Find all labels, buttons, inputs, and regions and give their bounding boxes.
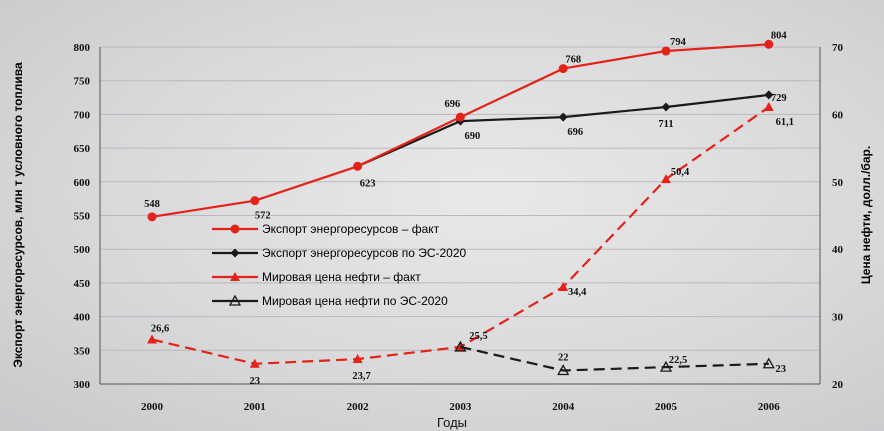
y-tick-label-right: 70 [832,42,844,54]
series-point-1 [764,90,774,100]
series-point-3 [557,364,570,376]
y-tick-label-right: 30 [832,312,844,324]
series-point-0 [764,39,774,49]
series-point-1 [661,102,671,112]
series-point-0 [353,161,363,171]
series-point-0 [147,212,157,222]
data-label: 696 [445,99,461,110]
x-axis-title: Годы [437,415,467,430]
data-label: 804 [771,30,788,41]
y-tick-label-right: 40 [832,244,844,256]
y-tick-label-left: 750 [74,76,91,88]
x-tick-label: 2005 [655,401,678,413]
series-point-2 [455,341,466,351]
y-axis-title-right: Цена нефти, долл./бар. [859,146,873,284]
x-tick-label: 2004 [552,401,575,413]
x-tick-label: 2006 [758,401,781,413]
y-tick-label-left: 800 [74,42,91,54]
x-tick-label: 2003 [449,401,472,413]
data-label: 50,4 [671,167,690,178]
y-tick-label-left: 400 [74,312,91,324]
series-line-0 [151,43,769,218]
legend-marker-1 [230,248,240,258]
legend-label-3: Мировая цена нефти по ЭС-2020 [262,294,448,308]
data-label: 61,1 [776,117,794,128]
series-point-0 [558,64,568,74]
data-label: 22 [558,353,569,364]
y-tick-label-left: 350 [74,345,91,357]
series-point-0 [661,46,671,56]
y-tick-label-right: 50 [832,177,844,189]
data-label: 23,7 [352,371,370,382]
data-label: 23 [776,364,787,375]
legend-label-1: Экспорт энергоресурсов по ЭС-2020 [262,246,467,260]
data-label: 26,6 [151,324,169,335]
series-point-0 [455,112,465,122]
y-axis-title-left: Экспорт энергоресурсов, млн т условного … [11,62,25,368]
series-point-1 [558,112,568,122]
y-tick-label-left: 300 [74,379,91,391]
data-label: 696 [567,127,583,138]
series-point-2 [661,174,671,184]
legend-label-2: Мировая цена нефти – факт [262,270,421,284]
series-point-3 [762,357,775,369]
series-point-3 [454,340,467,352]
data-label: 23 [250,376,261,387]
x-tick-label: 2001 [244,401,266,413]
series-point-2 [763,101,774,111]
series-point-2 [249,358,260,368]
series-line-2 [151,106,770,365]
data-label: 22,5 [669,355,687,366]
y-tick-label-right: 20 [832,379,844,391]
y-tick-label-left: 700 [74,109,91,121]
data-label: 729 [771,93,787,104]
data-label: 34,4 [568,287,587,298]
legend-marker-2 [230,272,240,281]
y-tick-label-left: 600 [74,177,91,189]
x-tick-label: 2002 [347,401,370,413]
data-label: 548 [144,199,160,210]
series-line-3 [460,345,769,372]
y-tick-label-left: 650 [74,143,91,155]
data-label: 768 [565,55,581,66]
series-point-3 [659,360,673,372]
y-tick-label-right: 60 [832,109,844,121]
x-tick-label: 2000 [141,401,164,413]
data-label: 711 [658,119,673,130]
data-label: 794 [670,37,687,48]
y-tick-label-left: 450 [74,278,91,290]
data-label: 690 [465,131,481,142]
data-label: 25,5 [469,331,487,342]
series-point-2 [352,354,363,364]
series-point-0 [250,196,260,206]
legend-marker-3 [228,294,242,306]
legend-label-0: Экспорт энергоресурсов – факт [262,222,440,236]
data-label: 572 [255,211,271,222]
y-tick-label-left: 500 [74,244,91,256]
series-line-1 [357,93,769,168]
y-tick-label-left: 550 [74,211,91,223]
series-point-2 [558,281,569,291]
data-label: 623 [360,178,376,189]
series-point-2 [147,334,157,344]
legend-marker-0 [230,224,240,234]
